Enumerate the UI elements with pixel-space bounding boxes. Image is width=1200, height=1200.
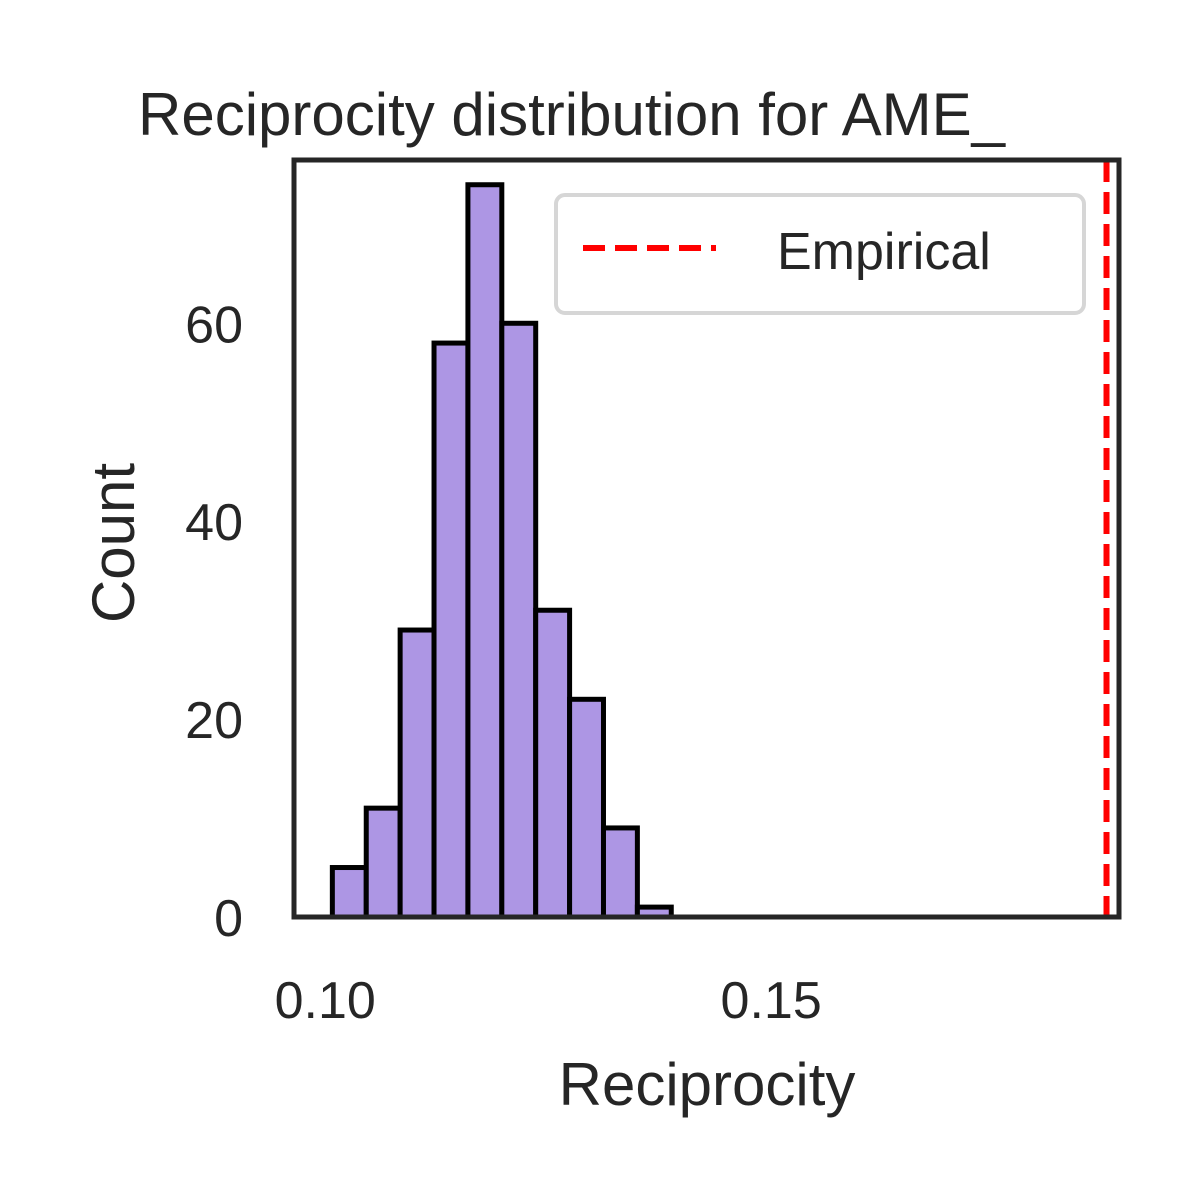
histogram-bar-7	[533, 607, 573, 920]
x-axis-ticks: 0.10 0.15	[275, 972, 822, 1030]
legend: Empirical	[554, 193, 1086, 315]
y-axis-label: Count	[80, 463, 147, 623]
histogram-bar-3	[397, 627, 437, 920]
histogram-bar-8	[567, 696, 606, 920]
x-tick-label: 0.15	[721, 972, 822, 1030]
histogram-bar-4	[431, 340, 471, 920]
y-axis-ticks: 0 20 40 60	[185, 296, 243, 948]
x-tick-label: 0.10	[275, 972, 376, 1030]
histogram-bar-1	[329, 865, 369, 920]
legend-box	[554, 193, 1086, 315]
y-tick-label: 40	[185, 494, 243, 552]
histogram-bar-6	[499, 320, 539, 920]
chart-title: Reciprocity distribution for AME_	[138, 81, 1007, 148]
plot-frame	[291, 157, 1122, 920]
y-tick-label: 20	[185, 692, 243, 750]
histogram-bar-9	[600, 825, 640, 920]
x-axis-label: Reciprocity	[559, 1051, 856, 1118]
legend-empirical-label: Empirical	[777, 223, 991, 281]
histogram-bar-5	[465, 182, 505, 920]
y-tick-label: 60	[185, 296, 243, 354]
histogram-bar-2	[363, 805, 403, 920]
y-tick-label: 0	[214, 890, 243, 948]
histogram-bars	[329, 182, 674, 920]
